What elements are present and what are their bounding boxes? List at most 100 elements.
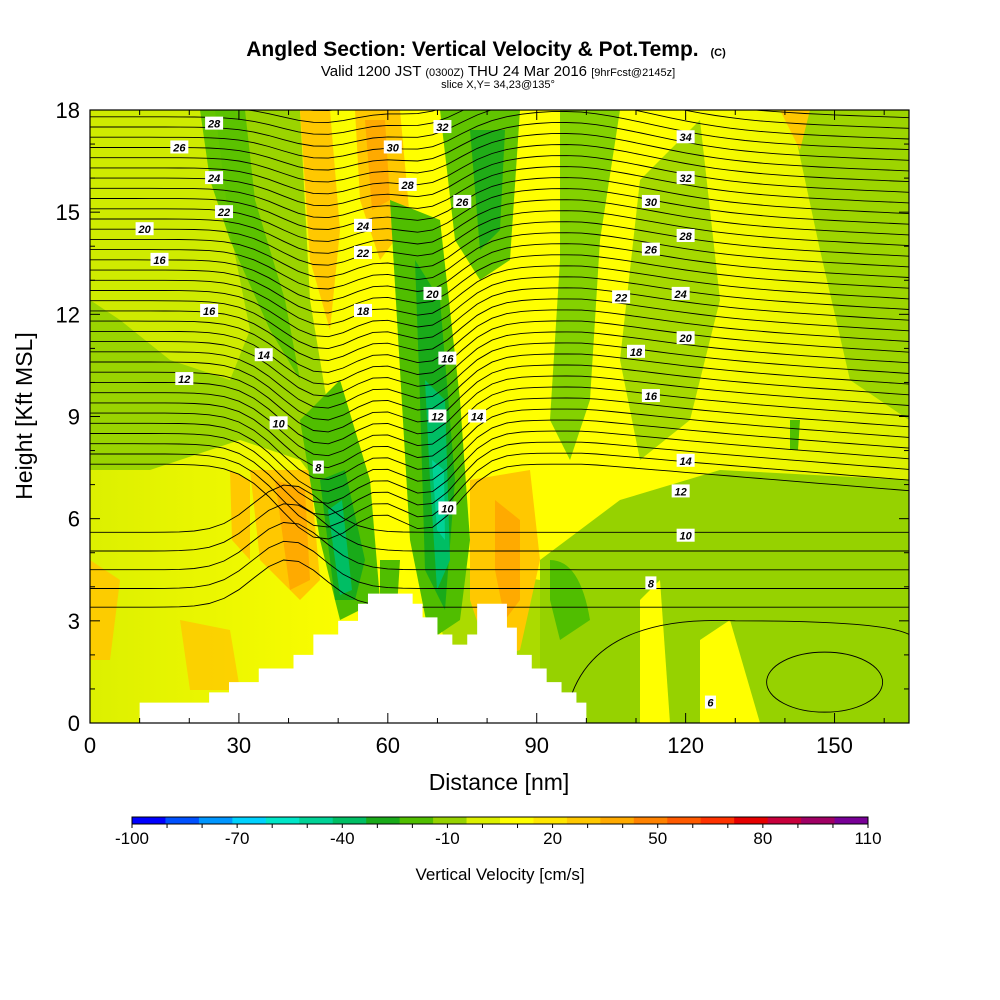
x-tick-label: 60 bbox=[376, 733, 400, 758]
isentrope-label-bg bbox=[150, 252, 169, 266]
isentrope-line bbox=[90, 375, 909, 445]
isentrope-label: 14 bbox=[258, 350, 270, 362]
colorbar-swatch bbox=[633, 817, 668, 824]
isentrope-line bbox=[90, 408, 909, 480]
isentrope-line bbox=[766, 651, 884, 713]
isentrope-line bbox=[90, 155, 909, 207]
colorbar-swatch bbox=[834, 817, 869, 824]
x-tick-label: 0 bbox=[84, 733, 96, 758]
isentrope-label: 22 bbox=[614, 292, 627, 304]
isentrope-label-bg bbox=[354, 303, 372, 317]
chart-title-unit: (C) bbox=[710, 47, 726, 59]
isentrope-line bbox=[90, 110, 909, 135]
isentrope-line bbox=[90, 199, 909, 254]
colorbar-swatch bbox=[232, 817, 267, 824]
y-axis-label: Height [Kft MSL] bbox=[11, 332, 37, 499]
isentrope-label: 10 bbox=[272, 418, 285, 430]
isentrope-label-bg bbox=[676, 331, 695, 345]
isentrope-line bbox=[566, 619, 909, 713]
isentrope-line bbox=[90, 419, 909, 492]
isentrope-line bbox=[90, 210, 909, 266]
isentrope-label: 24 bbox=[207, 173, 220, 185]
colorbar-swatch bbox=[433, 817, 468, 824]
isentrope-label: 14 bbox=[471, 412, 483, 424]
isentrope-line bbox=[90, 110, 909, 147]
isentrope-label: 20 bbox=[679, 333, 693, 345]
isentrope-label-bg bbox=[433, 120, 452, 134]
isentrope-label-bg bbox=[175, 372, 194, 386]
valid-forecast: [9hrFcst@2145z] bbox=[591, 67, 675, 79]
isentrope-line bbox=[90, 111, 909, 159]
x-tick-label: 90 bbox=[524, 733, 548, 758]
isentrope-label-bg bbox=[170, 140, 189, 154]
isentrope-label-bg bbox=[254, 348, 273, 362]
isentrope-label-bg bbox=[641, 194, 660, 208]
isentrope-line bbox=[90, 484, 909, 533]
isentrope-label-bg bbox=[627, 344, 645, 358]
isentrope-label: 12 bbox=[431, 412, 443, 424]
valid-date: THU 24 Mar 2016 bbox=[468, 63, 587, 80]
isentrope-line bbox=[244, 110, 909, 123]
isentrope-label: 6 bbox=[707, 698, 714, 710]
isentrope-label-bg bbox=[676, 229, 695, 243]
y-tick-label: 9 bbox=[68, 405, 80, 430]
colorbar-swatch bbox=[299, 817, 334, 824]
isentrope-label: 16 bbox=[153, 255, 166, 267]
isentrope-label: 28 bbox=[679, 231, 693, 243]
valid-zulu: (0300Z) bbox=[425, 67, 464, 79]
isentrope-label: 24 bbox=[356, 221, 369, 233]
colorbar-title: Vertical Velocity [cm/s] bbox=[415, 865, 584, 884]
isentrope-label-bg bbox=[676, 453, 695, 467]
isentrope-label: 26 bbox=[172, 142, 186, 154]
isentrope-line bbox=[90, 503, 909, 552]
isentrope-line bbox=[90, 276, 909, 338]
isentrope-label-bg bbox=[354, 218, 372, 232]
isentrope-label-bg bbox=[453, 194, 472, 208]
x-tick-label: 150 bbox=[816, 733, 853, 758]
isentrope-label: 16 bbox=[203, 306, 216, 318]
isentrope-label: 32 bbox=[680, 173, 692, 185]
colorbar-swatch bbox=[801, 817, 836, 824]
velocity-field bbox=[90, 110, 909, 723]
y-tick-label: 3 bbox=[68, 609, 80, 634]
terrain-mask bbox=[139, 593, 587, 723]
isentrope-line bbox=[90, 221, 909, 278]
isentrope-line bbox=[90, 522, 909, 571]
isentrope-label: 8 bbox=[315, 463, 322, 475]
isentrope-label-bg bbox=[205, 171, 224, 185]
colorbar: -100 -70 -40 -10 20 50 80 110 bbox=[115, 816, 882, 848]
isentrope-label: 12 bbox=[178, 374, 190, 386]
isentrope-line bbox=[90, 320, 909, 385]
isentrope-line bbox=[90, 441, 909, 516]
colorbar-swatch bbox=[198, 817, 233, 824]
isentrope-label-bg bbox=[676, 528, 695, 542]
colorbar-swatch bbox=[734, 817, 769, 824]
colorbar-label: 20 bbox=[543, 829, 562, 848]
colorbar-label: 50 bbox=[648, 829, 667, 848]
isentrope-label-bg bbox=[645, 576, 657, 590]
isentrope-line bbox=[90, 298, 909, 361]
isentrope-label-bg bbox=[676, 130, 695, 144]
isentrope-label: 20 bbox=[425, 289, 439, 301]
colorbar-label: -40 bbox=[330, 829, 355, 848]
isentrope-label-bg bbox=[200, 303, 219, 317]
isentrope-label: 18 bbox=[357, 306, 370, 318]
isentrope-line bbox=[90, 452, 909, 528]
isentrope-label: 24 bbox=[674, 289, 687, 301]
isentrope-label-bg bbox=[312, 460, 324, 474]
isentrope-line bbox=[90, 386, 909, 457]
x-tick-label: 120 bbox=[667, 733, 704, 758]
colorbar-swatch bbox=[466, 817, 501, 824]
isentrope-label: 14 bbox=[680, 456, 692, 468]
isentrope-label-bg bbox=[383, 140, 402, 154]
valid-time: Valid 1200 JST bbox=[321, 63, 421, 80]
chart-title-main: Angled Section: Vertical Velocity & Pot.… bbox=[246, 38, 698, 61]
y-tick-label: 0 bbox=[68, 711, 80, 736]
colorbar-label: -70 bbox=[225, 829, 250, 848]
isentrope-label: 8 bbox=[648, 578, 655, 590]
colorbar-swatch bbox=[566, 817, 601, 824]
isentrope-line bbox=[90, 353, 909, 421]
y-tick-label: 18 bbox=[56, 98, 80, 123]
isentrope-label: 26 bbox=[644, 245, 658, 257]
